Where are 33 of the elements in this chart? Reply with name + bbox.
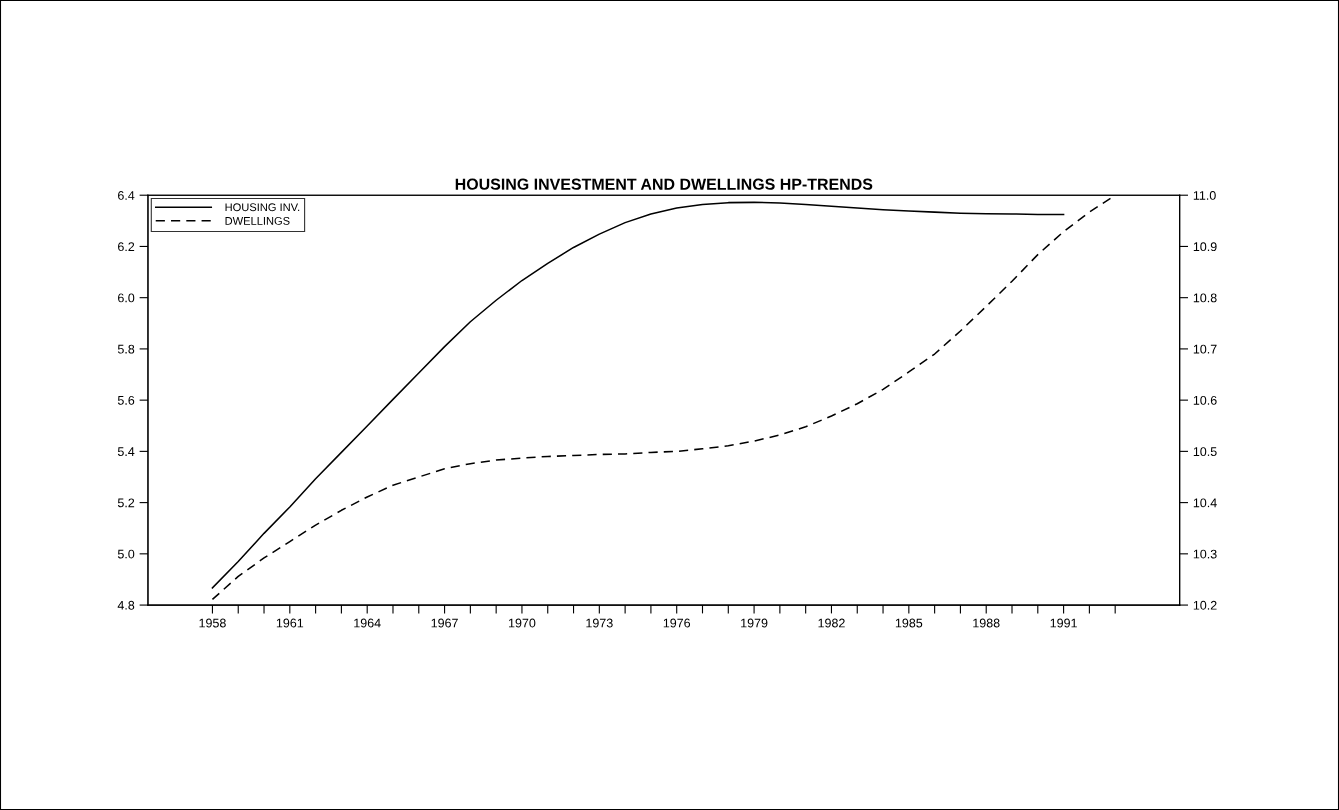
legend-label: DWELLINGS <box>225 216 290 225</box>
y-tick-label: 5.0 <box>117 549 135 559</box>
y-tick-label: 6.4 <box>118 191 135 200</box>
chart-title: HOUSING INVESTMENT AND DWELLINGS HP-TRENDS <box>455 178 873 190</box>
y2-tick-label: 10.6 <box>1193 395 1217 405</box>
x-tick-label: 1961 <box>276 618 304 628</box>
y2-tick-label: 10.9 <box>1193 242 1217 252</box>
y2-tick-label: 10.4 <box>1193 498 1217 508</box>
y-tick-label: 6.2 <box>118 242 135 252</box>
y-tick-label: 4.8 <box>117 600 135 610</box>
x-tick-label: 1973 <box>586 618 613 628</box>
legend-label: HOUSING INV. <box>225 203 300 212</box>
x-tick-label: 1979 <box>741 618 768 628</box>
y-tick-label: 5.8 <box>117 344 135 354</box>
y-tick-label: 5.2 <box>117 498 135 508</box>
x-tick-label: 1991 <box>1050 618 1077 628</box>
y2-tick-label: 10.8 <box>1193 293 1217 303</box>
x-tick-label: 1982 <box>818 618 845 628</box>
y2-tick-label: 10.5 <box>1193 447 1217 457</box>
x-tick-label: 1970 <box>509 618 536 628</box>
x-tick-label: 1976 <box>663 618 691 628</box>
x-tick-label: 1958 <box>199 618 226 628</box>
x-tick-label: 1985 <box>895 618 923 628</box>
y-tick-label: 5.4 <box>117 447 135 457</box>
y-tick-label: 6.0 <box>118 293 135 303</box>
x-tick-label: 1988 <box>973 618 1000 628</box>
x-tick-label: 1967 <box>431 618 458 628</box>
y2-tick-label: 10.7 <box>1193 344 1217 354</box>
y2-tick-label: 11.0 <box>1193 191 1216 200</box>
y2-tick-label: 10.2 <box>1193 600 1217 610</box>
y-tick-label: 5.6 <box>117 395 135 405</box>
x-tick-label: 1964 <box>354 618 381 628</box>
y2-tick-label: 10.3 <box>1193 549 1217 559</box>
